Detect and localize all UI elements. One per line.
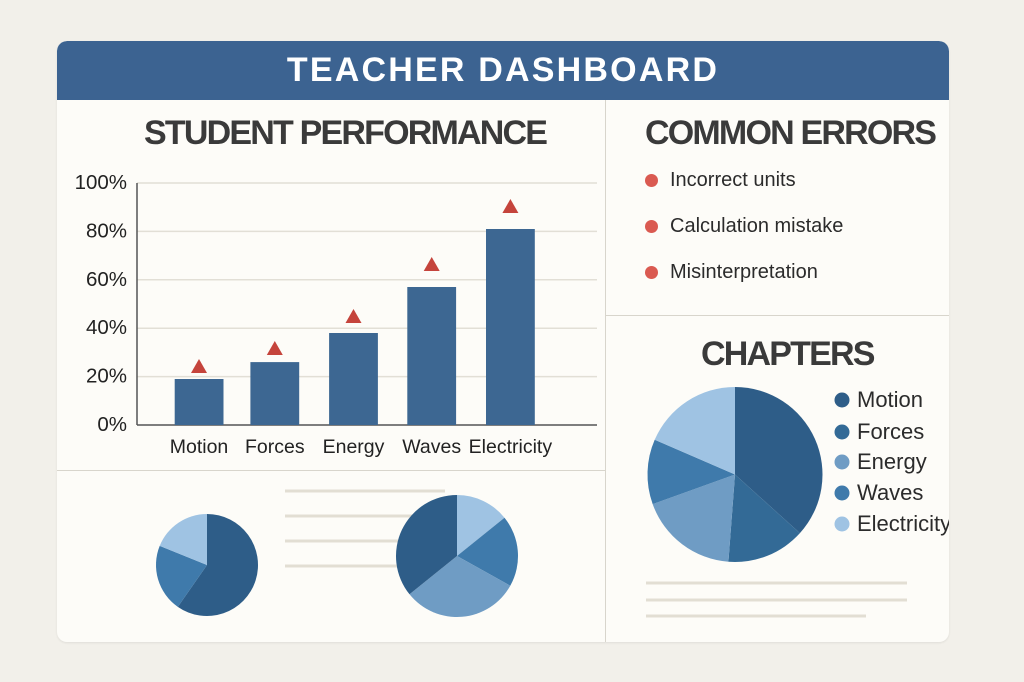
svg-text:Electricity: Electricity (857, 511, 949, 536)
svg-text:Energy: Energy (857, 449, 927, 474)
svg-text:Motion: Motion (857, 387, 923, 412)
svg-text:Waves: Waves (857, 480, 923, 505)
svg-text:Forces: Forces (857, 419, 924, 444)
